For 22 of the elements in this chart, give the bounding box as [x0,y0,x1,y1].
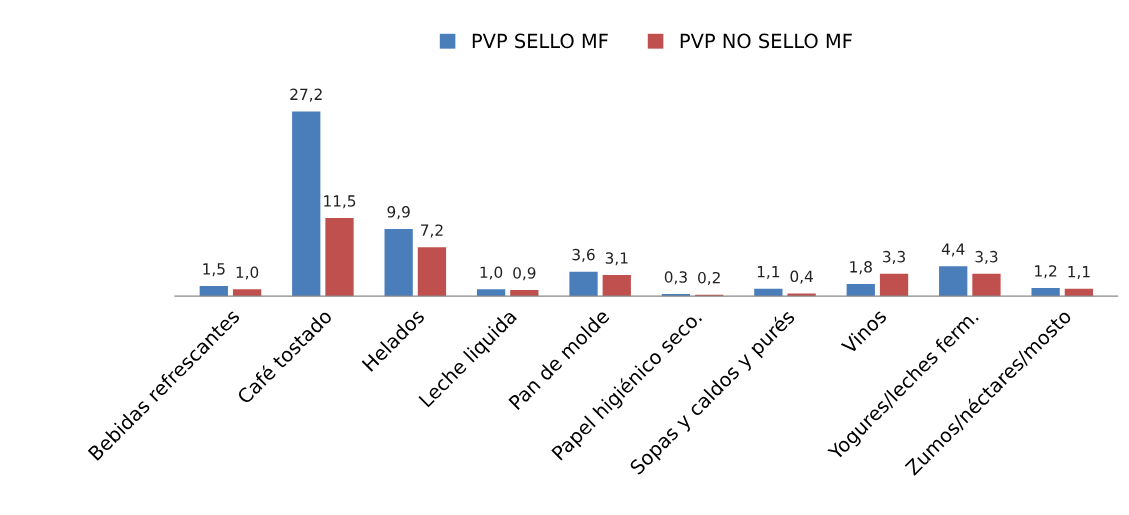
data-label: 3,3 [883,250,905,264]
legend-label: PVP NO SELLO MF [680,33,852,49]
data-label: 7,2 [421,224,443,238]
data-label: 11,5 [324,195,356,209]
data-label: 0,9 [513,267,536,281]
legend-label: PVP SELLO MF [472,33,608,49]
data-label: 1,1 [757,266,780,279]
data-label: 4,4 [941,243,965,257]
data-label: 1,2 [1035,265,1057,279]
data-label: 3,6 [572,248,595,262]
data-label: 0,4 [790,270,813,284]
data-label: 3,3 [975,250,998,264]
data-label: 1,0 [480,266,503,280]
data-label: 1,1 [1068,266,1090,279]
data-label: 1,0 [236,266,259,280]
data-label: 1,5 [203,263,225,277]
data-label: 9,9 [387,206,410,220]
data-label: 0,3 [664,271,687,285]
data-label: 3,1 [605,252,628,266]
data-label: 1,8 [850,261,872,275]
data-label: 0,2 [698,271,720,286]
data-label: 27,2 [290,88,322,102]
